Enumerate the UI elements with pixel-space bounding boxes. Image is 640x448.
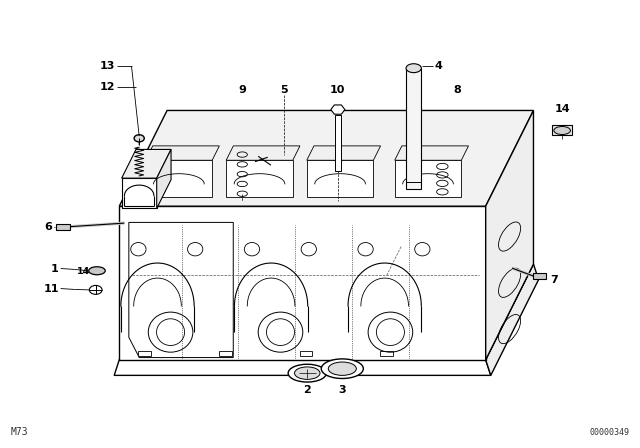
Ellipse shape	[90, 285, 102, 294]
Text: 8: 8	[454, 86, 461, 95]
Text: 9: 9	[238, 86, 246, 95]
Polygon shape	[307, 146, 381, 160]
Ellipse shape	[134, 135, 144, 142]
Bar	[219, 351, 232, 356]
Text: 14: 14	[554, 104, 570, 114]
Bar	[138, 351, 151, 356]
Polygon shape	[122, 178, 157, 208]
Polygon shape	[307, 160, 373, 197]
Text: 7: 7	[550, 275, 559, 284]
Bar	[552, 125, 572, 135]
Polygon shape	[395, 160, 461, 197]
Text: 1: 1	[51, 263, 59, 274]
Ellipse shape	[288, 364, 326, 382]
Polygon shape	[226, 146, 300, 160]
Text: 3: 3	[339, 385, 346, 395]
Bar	[56, 224, 70, 230]
Text: 10: 10	[330, 86, 346, 95]
Polygon shape	[331, 105, 345, 114]
Text: 5: 5	[280, 86, 287, 95]
Text: 14: 14	[77, 267, 90, 276]
Ellipse shape	[89, 267, 105, 275]
Polygon shape	[114, 360, 491, 375]
Text: 11: 11	[44, 284, 59, 293]
Bar	[380, 351, 393, 356]
Polygon shape	[119, 264, 534, 360]
Ellipse shape	[321, 359, 364, 379]
Text: 12: 12	[99, 82, 115, 92]
Text: 6: 6	[45, 222, 52, 232]
Bar	[406, 68, 421, 189]
Text: 2: 2	[303, 385, 311, 395]
Ellipse shape	[294, 367, 320, 379]
Text: 4: 4	[435, 61, 443, 71]
Polygon shape	[145, 146, 220, 160]
Polygon shape	[395, 146, 468, 160]
Polygon shape	[486, 264, 539, 375]
Text: 00000349: 00000349	[589, 428, 629, 437]
Polygon shape	[226, 160, 292, 197]
Text: 13: 13	[99, 61, 115, 71]
Polygon shape	[486, 111, 534, 360]
Polygon shape	[157, 150, 171, 208]
Polygon shape	[122, 150, 171, 178]
Bar	[300, 351, 312, 356]
Bar	[534, 273, 546, 279]
Text: M73: M73	[11, 427, 29, 437]
Ellipse shape	[328, 362, 356, 375]
Bar	[335, 115, 341, 171]
Polygon shape	[119, 111, 534, 206]
Polygon shape	[145, 160, 212, 197]
Ellipse shape	[406, 64, 421, 73]
Polygon shape	[119, 206, 486, 360]
Ellipse shape	[554, 126, 570, 134]
